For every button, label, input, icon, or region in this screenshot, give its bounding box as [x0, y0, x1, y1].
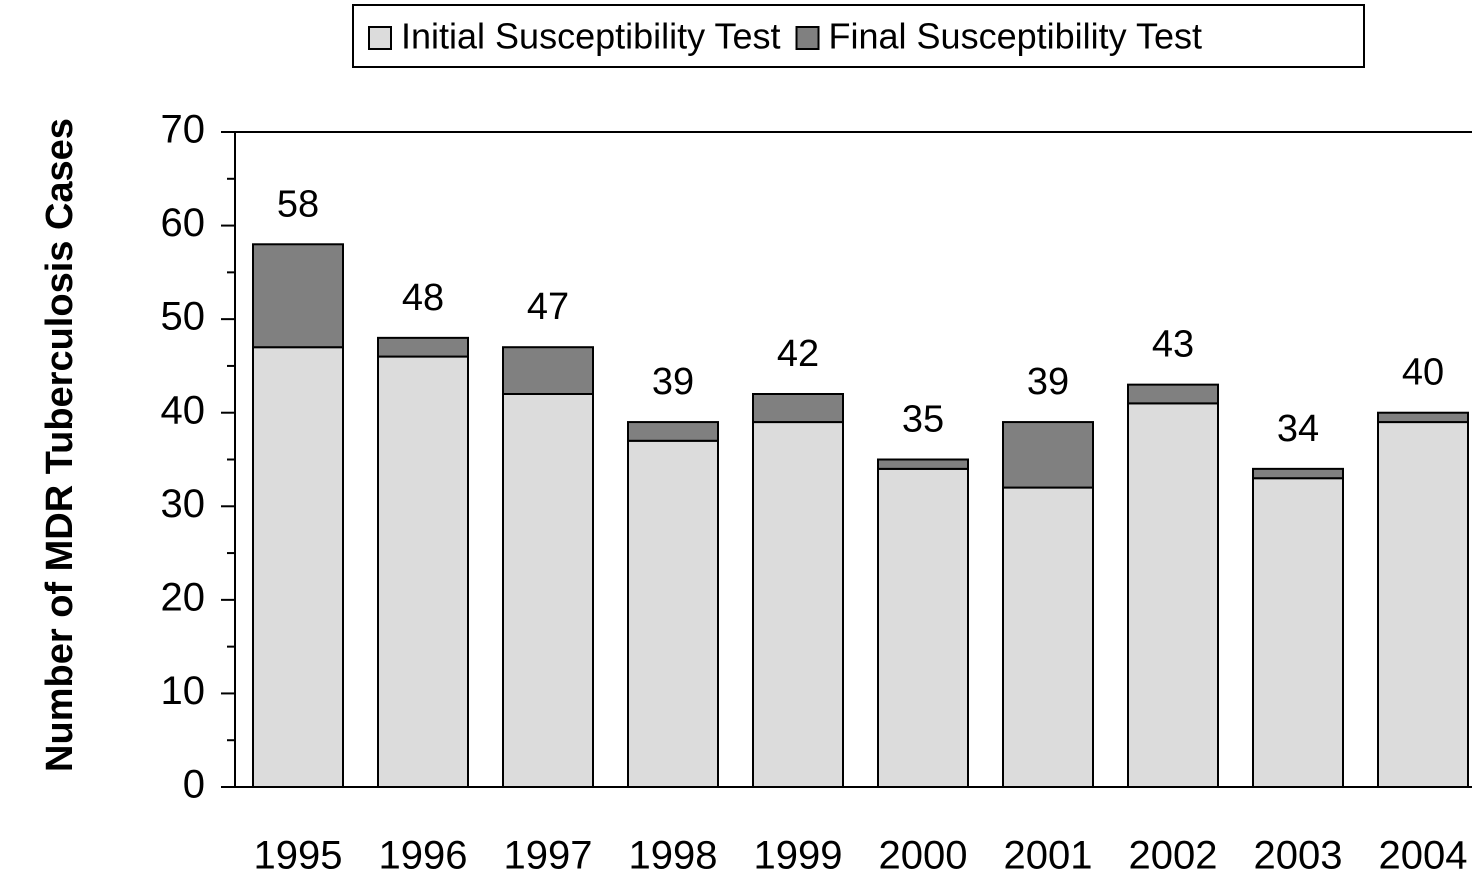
total-label: 47 [527, 286, 569, 328]
y-tick-label: 30 [161, 482, 206, 526]
bar-segment [1002, 486, 1094, 788]
x-tick-label: 2001 [1004, 834, 1093, 877]
y-tick-label: 60 [161, 201, 206, 245]
bar-segment [1002, 421, 1094, 489]
x-tick-label: 1999 [754, 834, 843, 877]
total-label: 39 [1027, 361, 1069, 403]
bar-segment [502, 393, 594, 788]
x-tick-label: 2004 [1379, 834, 1468, 877]
bar-segment [1377, 411, 1469, 424]
y-tick-label: 0 [183, 763, 205, 807]
y-tick-label: 10 [161, 669, 206, 713]
legend-box [352, 4, 1365, 68]
total-label: 39 [652, 361, 694, 403]
legend-swatch [368, 26, 392, 50]
total-label: 48 [402, 277, 444, 319]
x-tick-label: 1995 [254, 834, 343, 877]
bar-segment [1127, 402, 1219, 788]
y-tick-label: 50 [161, 295, 206, 339]
bar-segment [752, 393, 844, 424]
bar-segment [1377, 421, 1469, 788]
x-tick-label: 2003 [1254, 834, 1343, 877]
x-tick-label: 1998 [629, 834, 718, 877]
total-label: 40 [1402, 352, 1444, 394]
legend-label: Initial Susceptibility Test [401, 16, 781, 57]
bar-segment [877, 467, 969, 788]
total-label: 42 [777, 333, 819, 375]
x-tick-label: 2000 [879, 834, 968, 877]
total-label: 34 [1277, 408, 1319, 450]
bar-segment [502, 346, 594, 396]
bar-segment [252, 346, 344, 788]
total-label: 58 [277, 183, 319, 225]
x-tick-label: 1996 [379, 834, 468, 877]
bar-segment [1252, 477, 1344, 788]
bar-segment [877, 458, 969, 470]
bar-segment [252, 243, 344, 349]
bar-segment [627, 439, 719, 788]
bar-segment [1252, 467, 1344, 480]
x-tick-label: 2002 [1129, 834, 1218, 877]
total-label: 35 [902, 399, 944, 441]
bar-segment [377, 336, 469, 358]
y-tick-label: 20 [161, 575, 206, 619]
y-axis-label: Number of MDR Tuberculosis Cases [39, 118, 81, 772]
bar-segment [627, 421, 719, 442]
legend-label: Final Susceptibility Test [829, 16, 1203, 57]
bar-segment [377, 355, 469, 788]
bar-segment [752, 421, 844, 788]
x-tick-label: 1997 [504, 834, 593, 877]
y-tick-label: 40 [161, 388, 206, 432]
legend-swatch [795, 26, 820, 50]
y-tick-label: 70 [161, 108, 206, 152]
total-label: 43 [1152, 324, 1194, 366]
bar-segment [1127, 383, 1219, 405]
